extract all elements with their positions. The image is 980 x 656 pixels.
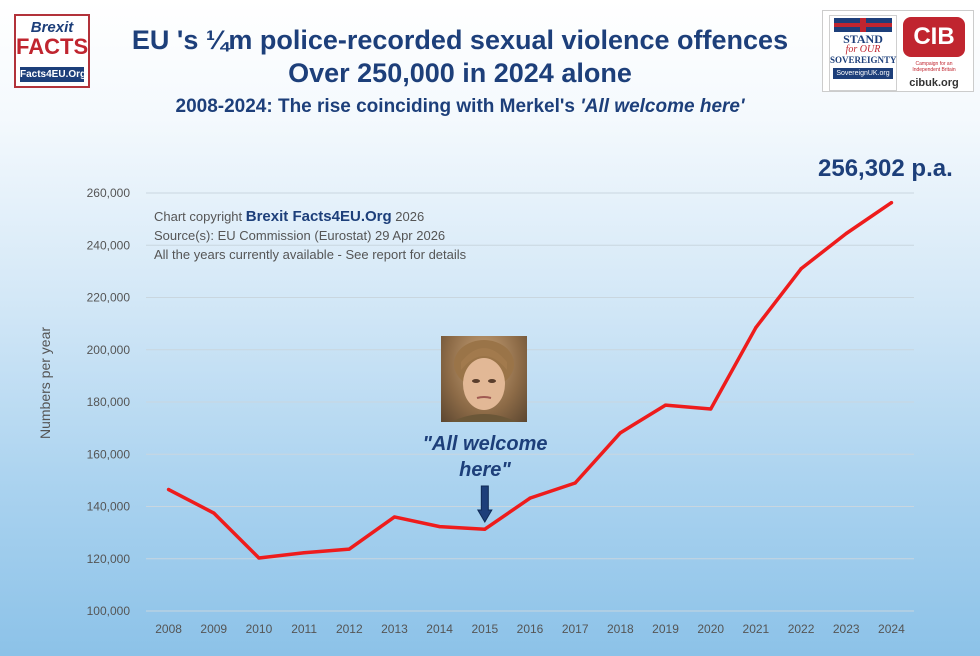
data-point [483,527,487,531]
final-value-callout: 256,302 p.a. [818,155,953,182]
sovereign-uk-logo: STAND for OUR SOVEREIGNTY SovereignUK.or… [829,15,897,91]
x-tick-label: 2023 [833,622,860,636]
x-tick-label: 2020 [697,622,724,636]
data-point [754,325,758,330]
data-point [392,515,397,519]
chart-title: EU 's ¼m police-recorded sexual violence… [131,25,789,55]
series-group [166,200,894,560]
subtitle-quote: 'All welcome here' [580,96,745,117]
data-point [166,487,171,492]
x-tick-label: 2019 [652,622,679,636]
x-tick-label: 2012 [336,622,363,636]
sovereign-sovereignty-text: SOVEREIGNTY [830,55,897,65]
source-line: Source(s): EU Commission (Eurostat) 29 A… [154,228,446,243]
copyright-line: Chart copyright Brexit Facts4EU.Org 2026 [154,207,466,226]
data-point [573,481,577,485]
data-point [212,511,216,515]
portrait-drawing [451,340,517,422]
data-point [438,525,442,529]
y-tick-label: 200,000 [87,343,131,357]
y-axis-ticks: 100,000 120,000 140,000 160,000 180,000 200,0… [87,186,131,618]
x-tick-label: 2024 [878,622,905,636]
x-tick-label: 2009 [200,622,227,636]
chart-title-line2: Over 250,000 in 2024 alone [288,58,632,88]
chart-subtitle: 2008-2024: The rise coinciding with Merk… [110,92,810,122]
data-point [347,547,351,551]
gridlines [146,192,914,612]
note-line: All the years currently available - See … [154,247,467,262]
y-tick-label: 240,000 [87,238,131,252]
x-axis-ticks: 2008 2009 2010 2011 2012 2013 2014 2015 2016 2017… [155,622,905,636]
data-point [257,556,261,560]
data-point [528,496,532,500]
copyright-brand: Brexit Facts4EU.Org [245,208,392,225]
y-tick-label: 140,000 [87,500,131,514]
annotation-label: "All welcome here" [422,433,548,481]
sovereign-stand-text: STAND [843,32,883,46]
data-point [302,551,306,555]
x-tick-label: 2014 [426,622,453,636]
x-tick-label: 2008 [155,622,182,636]
x-tick-label: 2021 [743,622,770,636]
sovereign-forour-text: for OUR [845,44,881,55]
cibuk-logo: CIB Campaign for an Independent Britain … [901,15,967,89]
x-tick-label: 2018 [607,622,634,636]
brexit-facts-logo: Brexit FACTS Facts4EU.Org [14,14,90,88]
series-line [166,200,894,560]
copyright-year: 2026 [391,209,425,224]
cib-mark-icon: CIB [903,17,965,57]
copyright-prefix: Chart copyright [154,209,246,224]
merkel-portrait-image [441,336,527,422]
annotation-arrow-icon [476,485,493,523]
x-tick-label: 2015 [471,622,498,636]
sovereign-url-text: SovereignUK.org [833,68,893,79]
data-point [799,267,803,271]
logo-brexit-text: Brexit [30,19,74,36]
x-tick-label: 2016 [517,622,544,636]
union-flag-icon [834,18,892,32]
subtitle-text: 2008-2024: The rise coinciding with Merk… [175,96,581,117]
y-tick-label: 120,000 [87,552,131,566]
cibuk-url: cibuk.org [909,77,959,89]
cibuk-tagline: Campaign for an Independent Britain [912,61,956,73]
x-tick-label: 2011 [291,622,317,636]
x-tick-label: 2010 [246,622,273,636]
data-point [889,201,894,205]
y-tick-label: 100,000 [87,604,131,618]
y-tick-label: 180,000 [87,395,131,409]
chart-credits: Chart copyright Brexit Facts4EU.Org 2026… [154,207,466,264]
y-tick-label: 260,000 [87,186,131,200]
x-tick-label: 2013 [381,622,408,636]
chart-title-block: EU 's ¼m police-recorded sexual violence… [110,24,810,122]
logo-url-text: Facts4EU.Org [20,67,87,82]
data-point [618,431,622,435]
data-point [663,403,668,407]
y-tick-label: 160,000 [87,447,131,461]
data-point [844,231,848,236]
arrow-shape [476,485,493,523]
x-tick-label: 2022 [788,622,815,636]
data-point [709,407,713,411]
x-tick-label: 2017 [562,622,589,636]
partner-logos: STAND for OUR SOVEREIGNTY SovereignUK.or… [822,10,974,92]
logo-facts-text: FACTS [16,34,89,59]
y-tick-label: 220,000 [87,291,131,305]
